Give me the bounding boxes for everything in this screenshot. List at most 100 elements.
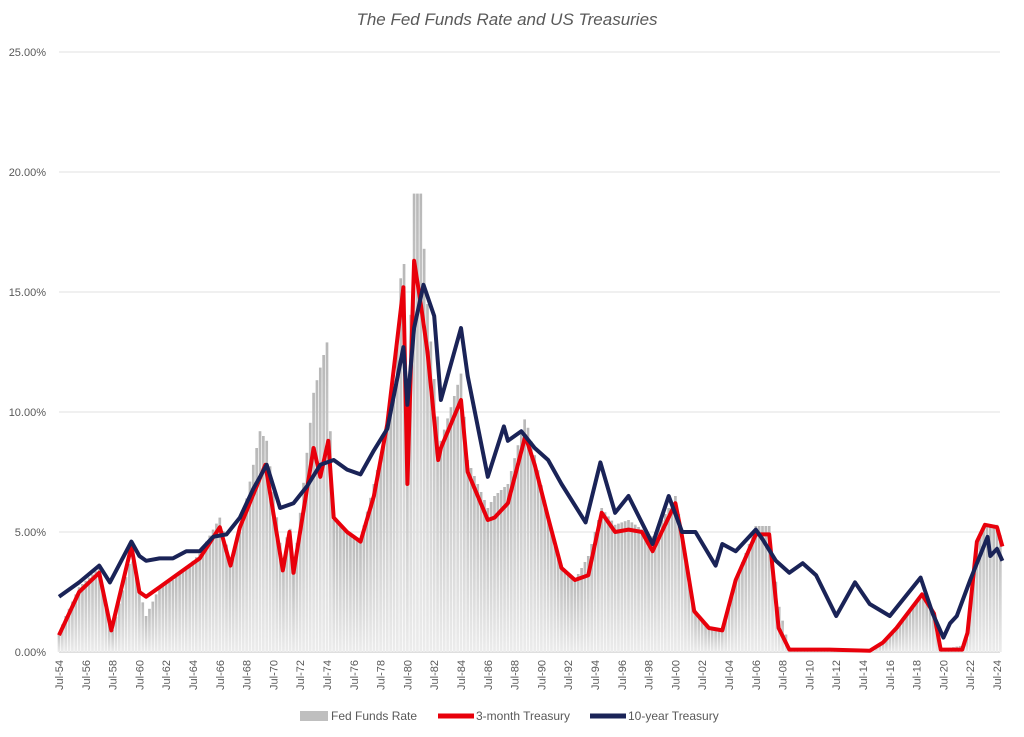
fed-funds-bar bbox=[442, 429, 446, 652]
fed-funds-bar bbox=[295, 542, 299, 652]
fed-funds-bar bbox=[627, 520, 630, 652]
fed-funds-bar bbox=[928, 606, 932, 652]
fed-funds-bar bbox=[111, 629, 114, 652]
fed-funds-bar bbox=[335, 523, 339, 652]
fed-funds-bar bbox=[168, 581, 171, 652]
fed-funds-bar bbox=[87, 577, 91, 652]
x-tick-label: Jul-78 bbox=[376, 660, 388, 690]
fed-funds-bar bbox=[262, 436, 265, 652]
fed-funds-bar bbox=[590, 544, 593, 652]
fed-funds-bar bbox=[757, 526, 761, 652]
fed-funds-bar bbox=[576, 574, 580, 652]
fed-funds-bar bbox=[690, 596, 694, 652]
fed-funds-bar bbox=[901, 619, 905, 652]
x-tick-label: Jul-14 bbox=[858, 660, 870, 690]
fed-funds-bar bbox=[643, 531, 647, 652]
fed-funds-bar bbox=[556, 554, 560, 652]
fed-funds-bar bbox=[905, 615, 908, 652]
fed-funds-bar bbox=[385, 428, 389, 652]
fed-funds-bar bbox=[610, 520, 614, 652]
fed-funds-bar bbox=[710, 628, 714, 652]
fed-funds-bar bbox=[999, 535, 1002, 652]
fed-funds-bar bbox=[731, 592, 734, 652]
fed-funds-bar bbox=[992, 524, 995, 652]
fed-funds-bar bbox=[71, 601, 74, 652]
fed-funds-bar bbox=[359, 539, 362, 652]
fed-funds-bar bbox=[345, 532, 349, 652]
fed-funds-bar bbox=[452, 396, 456, 652]
fed-funds-bar bbox=[282, 558, 285, 652]
legend-label-10-year: 10-year Treasury bbox=[628, 709, 719, 723]
x-tick-label: Jul-06 bbox=[751, 660, 763, 690]
fed-funds-bar bbox=[355, 537, 359, 652]
3-month-treasury-line bbox=[57, 258, 1005, 653]
fed-funds-bar bbox=[245, 498, 248, 652]
fed-funds-bar bbox=[201, 547, 205, 652]
fed-funds-bar bbox=[342, 529, 346, 652]
fed-funds-bar bbox=[184, 568, 188, 652]
y-tick-label: 15.00% bbox=[9, 287, 47, 299]
fed-funds-bar bbox=[64, 616, 68, 652]
fed-funds-bar bbox=[540, 485, 543, 652]
fed-funds-bar bbox=[761, 526, 764, 652]
fed-funds-bar bbox=[707, 628, 711, 652]
fed-funds-bar bbox=[630, 522, 634, 652]
x-tick-label: Jul-66 bbox=[215, 660, 227, 690]
fed-funds-bar bbox=[881, 642, 885, 652]
fed-funds-bar bbox=[225, 544, 228, 652]
x-tick-label: Jul-72 bbox=[295, 660, 307, 690]
fed-funds-bar bbox=[154, 594, 158, 652]
fed-funds-bar bbox=[114, 616, 118, 652]
fed-funds-bar bbox=[275, 517, 279, 652]
fed-funds-bar bbox=[141, 602, 145, 652]
fed-funds-bar bbox=[523, 419, 526, 652]
fed-funds-bar bbox=[483, 500, 486, 652]
fed-funds-bar bbox=[744, 553, 748, 652]
legend: Fed Funds Rate 3-month Treasury 10-year … bbox=[300, 709, 719, 723]
fed-funds-bar bbox=[506, 484, 510, 652]
fed-funds-bar bbox=[121, 590, 124, 652]
fed-funds-bar bbox=[305, 452, 309, 652]
fed-funds-bar bbox=[476, 484, 480, 652]
fed-funds-bar bbox=[389, 414, 392, 652]
fed-funds-bar bbox=[191, 560, 195, 652]
fed-funds-bar bbox=[161, 585, 165, 652]
fed-funds-bar bbox=[620, 522, 624, 652]
fed-funds-bar bbox=[138, 588, 141, 652]
x-tick-label: Jul-62 bbox=[161, 660, 173, 690]
fed-funds-bar bbox=[911, 607, 915, 652]
fed-funds-bar bbox=[677, 514, 681, 652]
fed-funds-bar bbox=[509, 471, 513, 652]
x-tick-label: Jul-22 bbox=[965, 660, 977, 690]
fed-funds-bar bbox=[593, 532, 597, 652]
fed-funds-bar bbox=[369, 497, 372, 652]
fed-funds-bar bbox=[697, 614, 701, 652]
fed-funds-bar bbox=[935, 628, 939, 652]
fed-funds-bar bbox=[560, 568, 563, 652]
x-tick-label: Jul-12 bbox=[831, 660, 843, 690]
fed-funds-bar bbox=[429, 341, 433, 652]
fed-funds-bar bbox=[231, 552, 235, 652]
fed-funds-bar bbox=[737, 571, 741, 652]
chart-title: The Fed Funds Rate and US Treasuries bbox=[356, 10, 658, 29]
fed-funds-bar bbox=[680, 532, 684, 652]
fed-funds-bar bbox=[74, 594, 78, 652]
x-tick-label: Jul-56 bbox=[81, 660, 93, 690]
fed-funds-bar bbox=[208, 535, 212, 652]
x-tick-label: Jul-82 bbox=[429, 660, 441, 690]
fed-funds-bar bbox=[640, 529, 644, 652]
x-tick-label: Jul-04 bbox=[724, 660, 736, 690]
x-tick-label: Jul-74 bbox=[322, 660, 334, 690]
x-tick-label: Jul-96 bbox=[617, 660, 629, 690]
fed-funds-bar bbox=[392, 400, 396, 652]
fed-funds-bar bbox=[188, 564, 191, 652]
fed-funds-bar bbox=[134, 575, 138, 652]
fed-funds-bar bbox=[91, 574, 94, 652]
fed-funds-bar bbox=[349, 533, 352, 652]
fed-funds-bar bbox=[603, 512, 607, 652]
legend-label-fed-funds: Fed Funds Rate bbox=[331, 709, 417, 723]
fed-funds-bar bbox=[493, 496, 496, 652]
fed-funds-bar bbox=[751, 535, 754, 652]
fed-funds-bar bbox=[932, 612, 935, 652]
fed-funds-bar bbox=[235, 542, 238, 652]
